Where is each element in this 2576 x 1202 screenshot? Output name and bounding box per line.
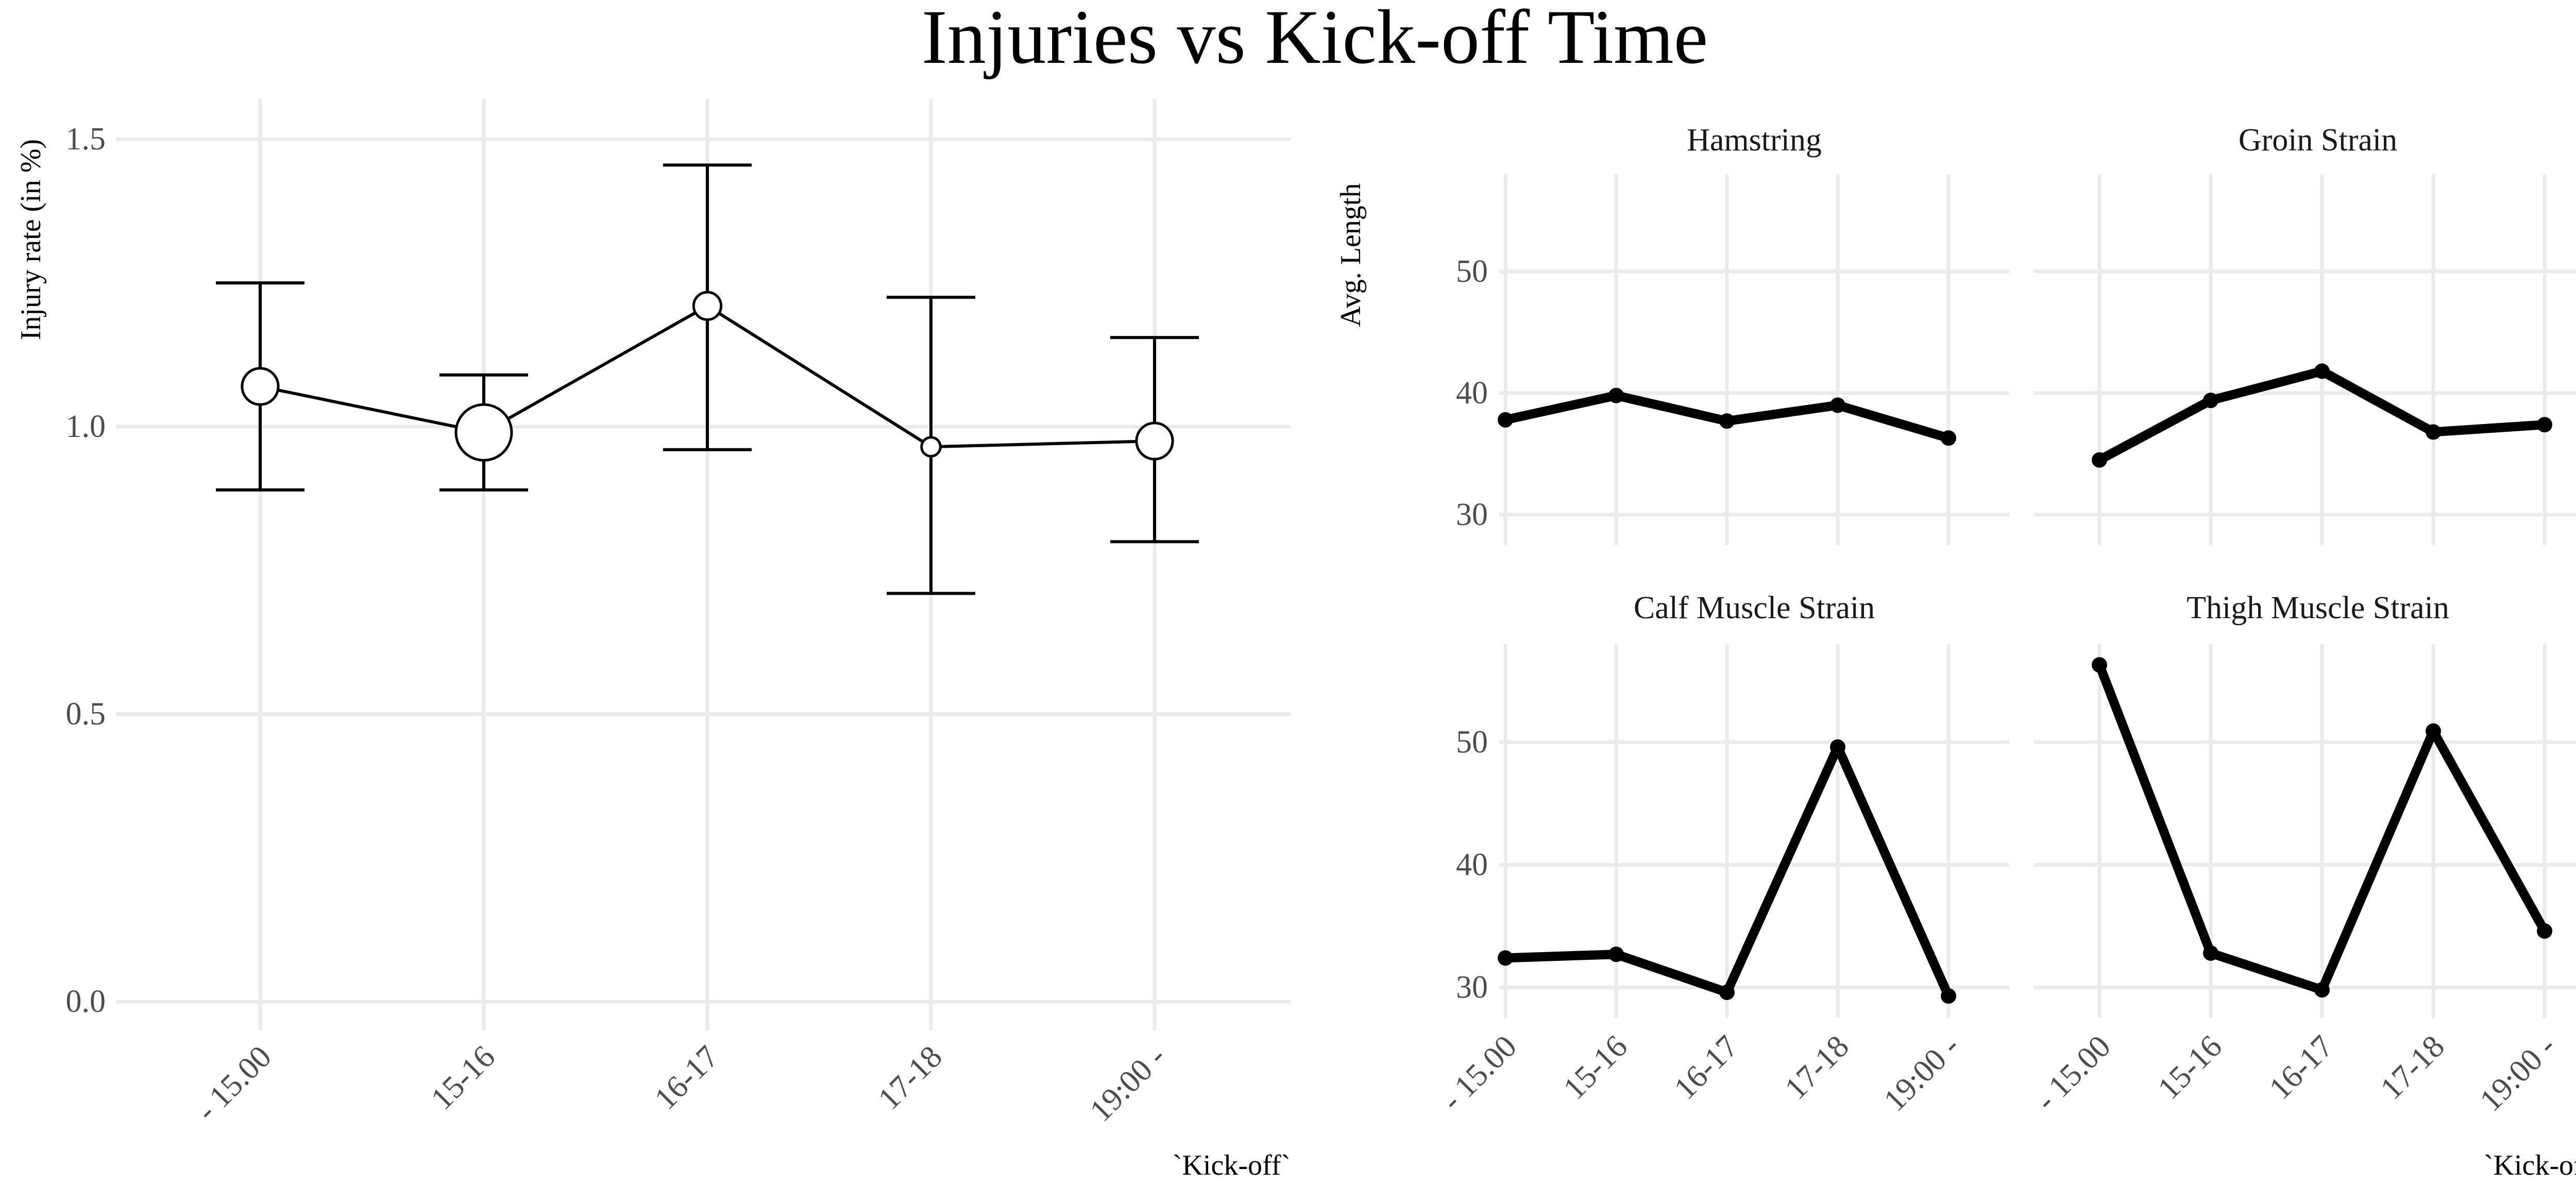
- y-tick-label: 50: [1456, 724, 1488, 759]
- series-point: [1608, 387, 1624, 403]
- y-tick-label: 40: [1456, 376, 1488, 411]
- x-tick-label: 15-16: [1557, 1029, 1634, 1106]
- facet-title: Calf Muscle Strain: [1634, 590, 1875, 625]
- series-point: [2314, 363, 2330, 379]
- series-point: [1719, 413, 1735, 429]
- x-tick-label: 19:00 -: [1083, 1039, 1173, 1129]
- series-point: [2537, 923, 2552, 939]
- series-point: [2092, 657, 2107, 673]
- x-tick-label: 16-17: [2263, 1029, 2340, 1106]
- x-tick-label: 15-16: [2151, 1029, 2229, 1106]
- x-tick-label: 19:00 -: [2473, 1029, 2563, 1119]
- series-point: [1719, 985, 1735, 1001]
- facet-calf-muscle-strain: 30 40 50 Calf Muscle Strain - 15.00 15-16 16-1…: [1435, 590, 2009, 1118]
- x-tick-label: - 15.00: [1435, 1029, 1523, 1118]
- series-point: [2203, 945, 2218, 961]
- series-point: [1498, 950, 1513, 966]
- series-point: [1830, 397, 1845, 413]
- series-point: [2203, 393, 2218, 409]
- series-point: [2426, 424, 2441, 440]
- y-axis-title: Avg. Length: [1335, 183, 1367, 327]
- series-point: [1941, 988, 1956, 1004]
- x-tick-label: 17-18: [872, 1039, 949, 1116]
- y-tick-label: 30: [1456, 970, 1488, 1005]
- facet-title: Groin Strain: [2239, 123, 2397, 158]
- series-point: [2092, 452, 2107, 468]
- x-tick-label: - 15.00: [2029, 1029, 2117, 1118]
- facet-hamstring: 30 40 50 Hamstring: [1456, 123, 2009, 545]
- rate-point: [454, 403, 513, 462]
- rate-point: [692, 291, 723, 321]
- rate-point: [920, 436, 942, 458]
- series-point: [2314, 982, 2330, 998]
- facet-title: Thigh Muscle Strain: [2187, 590, 2449, 625]
- injury-rate-panel: 0.0 0.5 1.0 1.5 - 15.00 15-16 16-17 17-18 19:00 …: [15, 99, 1291, 1181]
- y-tick-label: 40: [1456, 847, 1488, 882]
- rate-point: [241, 367, 280, 406]
- avg-length-facet-panel: 30 40 50 Hamstring Groin Strain 30 40 50 Calf Mu…: [1335, 123, 2576, 1181]
- rate-point: [1135, 421, 1174, 461]
- x-tick-label: 16-17: [1668, 1029, 1745, 1106]
- y-axis-title: Injury rate (in %): [15, 139, 47, 340]
- series-point: [2537, 417, 2552, 433]
- series-point: [2426, 723, 2441, 739]
- y-tick-label: 0.0: [66, 984, 106, 1019]
- facet-thigh-muscle-strain: Thigh Muscle Strain - 15.00 15-16 16-17 17-1…: [2029, 590, 2576, 1118]
- series-point: [1941, 430, 1956, 446]
- y-tick-label: 50: [1456, 254, 1488, 289]
- y-tick-label: 1.0: [66, 409, 106, 444]
- x-tick-label: 17-18: [1778, 1029, 1856, 1106]
- series-point: [1830, 739, 1845, 755]
- x-tick-label: 17-18: [2374, 1029, 2451, 1106]
- x-tick-label: 15-16: [425, 1039, 502, 1116]
- x-tick-label: - 15.00: [190, 1039, 278, 1128]
- facet-title: Hamstring: [1687, 123, 1822, 158]
- y-tick-label: 30: [1456, 497, 1488, 532]
- series-point: [1608, 946, 1624, 962]
- y-tick-label: 1.5: [66, 122, 106, 157]
- x-tick-label: 19:00 -: [1877, 1029, 1967, 1119]
- chart-title: Injuries vs Kick-off Time: [922, 0, 1708, 80]
- series-point: [1498, 412, 1513, 428]
- y-tick-label: 0.5: [66, 697, 106, 732]
- facet-groin-strain: Groin Strain: [2034, 123, 2576, 545]
- x-tick-label: 16-17: [648, 1039, 725, 1116]
- x-axis-title: `Kick-off`: [1173, 1149, 1291, 1181]
- x-axis-title: `Kick-off`: [2484, 1149, 2576, 1181]
